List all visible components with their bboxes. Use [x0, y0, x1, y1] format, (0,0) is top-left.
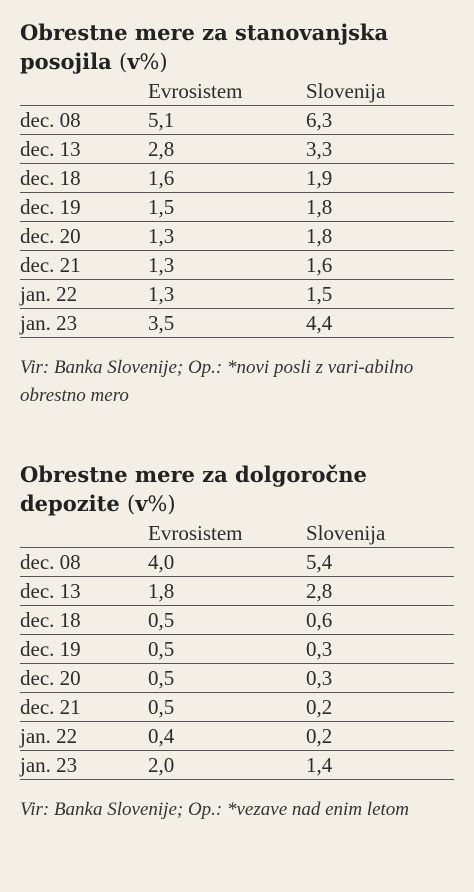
row-evrosistem: 0,5	[148, 695, 175, 719]
header-date	[20, 519, 148, 547]
housing-loans-title-text: Obrestne mere za stanovanjska posojila	[20, 20, 389, 74]
table-row: dec. 13 2,8 3,3	[20, 134, 454, 163]
header-evrosistem: Evrosistem	[148, 79, 243, 103]
housing-loans-unit: (v%)	[119, 49, 168, 74]
row-evrosistem: 1,3	[148, 224, 175, 248]
row-evrosistem: 1,8	[148, 579, 175, 603]
row-date: jan. 22	[20, 724, 78, 748]
row-slovenija: 0,6	[306, 608, 333, 632]
row-date: dec. 19	[20, 637, 81, 661]
table-row: jan. 22 0,4 0,2	[20, 721, 454, 750]
row-date: dec. 20	[20, 224, 81, 248]
row-date: dec. 13	[20, 137, 81, 161]
row-date: jan. 23	[20, 753, 78, 777]
table-row: jan. 23 3,5 4,4	[20, 308, 454, 338]
row-date: dec. 21	[20, 253, 81, 277]
row-slovenija: 1,6	[306, 253, 333, 277]
row-slovenija: 5,4	[306, 550, 333, 574]
header-date	[20, 77, 148, 105]
table-row: jan. 23 2,0 1,4	[20, 750, 454, 780]
housing-loans-note: Vir: Banka Slovenije; Op.: *novi posli z…	[20, 357, 414, 406]
row-evrosistem: 5,1	[148, 108, 175, 132]
row-date: dec. 18	[20, 608, 81, 632]
row-slovenija: 2,8	[306, 579, 333, 603]
table-row: dec. 18 1,6 1,9	[20, 163, 454, 192]
table-row: dec. 20 0,5 0,3	[20, 663, 454, 692]
table-row: dec. 19 1,5 1,8	[20, 192, 454, 221]
deposits-title-text: Obrestne mere za dolgoročne depozite	[20, 462, 367, 516]
table-row: dec. 18 0,5 0,6	[20, 605, 454, 634]
housing-loans-header: Evrosistem Slovenija	[20, 77, 454, 105]
row-slovenija: 4,4	[306, 311, 333, 335]
row-date: dec. 18	[20, 166, 81, 190]
row-evrosistem: 1,6	[148, 166, 175, 190]
row-evrosistem: 0,5	[148, 666, 175, 690]
row-date: dec. 20	[20, 666, 81, 690]
row-date: dec. 21	[20, 695, 81, 719]
housing-loans-title: Obrestne mere za stanovanjska posojila (…	[20, 18, 454, 77]
row-evrosistem: 2,0	[148, 753, 175, 777]
row-date: dec. 08	[20, 108, 81, 132]
row-slovenija: 0,2	[306, 724, 333, 748]
table-row: dec. 13 1,8 2,8	[20, 576, 454, 605]
row-date: dec. 13	[20, 579, 81, 603]
table-row: dec. 21 1,3 1,6	[20, 250, 454, 279]
table-row: dec. 21 0,5 0,2	[20, 692, 454, 721]
row-evrosistem: 4,0	[148, 550, 175, 574]
row-slovenija: 0,3	[306, 666, 333, 690]
housing-loans-rows: dec. 08 5,1 6,3 dec. 13 2,8 3,3 dec. 18 1,6 1,9 d…	[20, 105, 454, 338]
housing-loans-section: Obrestne mere za stanovanjska posojila (…	[20, 18, 454, 410]
table-row: dec. 20 1,3 1,8	[20, 221, 454, 250]
deposits-note: Vir: Banka Slovenije; Op.: *vezave nad e…	[20, 799, 410, 820]
table-row: dec. 19 0,5 0,3	[20, 634, 454, 663]
row-evrosistem: 2,8	[148, 137, 175, 161]
row-date: dec. 19	[20, 195, 81, 219]
table-row: dec. 08 5,1 6,3	[20, 105, 454, 134]
deposits-rows: dec. 08 4,0 5,4 dec. 13 1,8 2,8 dec. 18 0,5 0,6 d…	[20, 547, 454, 780]
header-slovenija: Slovenija	[306, 521, 386, 545]
row-evrosistem: 0,4	[148, 724, 175, 748]
deposits-header: Evrosistem Slovenija	[20, 519, 454, 547]
row-date: dec. 08	[20, 550, 81, 574]
header-evrosistem: Evrosistem	[148, 521, 243, 545]
table-row: jan. 22 1,3 1,5	[20, 279, 454, 308]
row-slovenija: 3,3	[306, 137, 333, 161]
row-slovenija: 0,3	[306, 637, 333, 661]
row-slovenija: 1,4	[306, 753, 333, 777]
row-evrosistem: 1,3	[148, 253, 175, 277]
row-slovenija: 1,9	[306, 166, 333, 190]
header-slovenija: Slovenija	[306, 79, 386, 103]
row-evrosistem: 3,5	[148, 311, 175, 335]
row-slovenija: 1,5	[306, 282, 333, 306]
deposits-title: Obrestne mere za dolgoročne depozite (v%…	[20, 460, 454, 519]
row-date: jan. 22	[20, 282, 78, 306]
deposits-unit: (v%)	[127, 491, 176, 516]
row-slovenija: 1,8	[306, 195, 333, 219]
deposits-section: Obrestne mere za dolgoročne depozite (v%…	[20, 460, 454, 824]
row-evrosistem: 0,5	[148, 637, 175, 661]
row-slovenija: 6,3	[306, 108, 333, 132]
row-slovenija: 0,2	[306, 695, 333, 719]
row-evrosistem: 1,5	[148, 195, 175, 219]
row-slovenija: 1,8	[306, 224, 333, 248]
row-evrosistem: 0,5	[148, 608, 175, 632]
row-date: jan. 23	[20, 311, 78, 335]
table-row: dec. 08 4,0 5,4	[20, 547, 454, 576]
row-evrosistem: 1,3	[148, 282, 175, 306]
